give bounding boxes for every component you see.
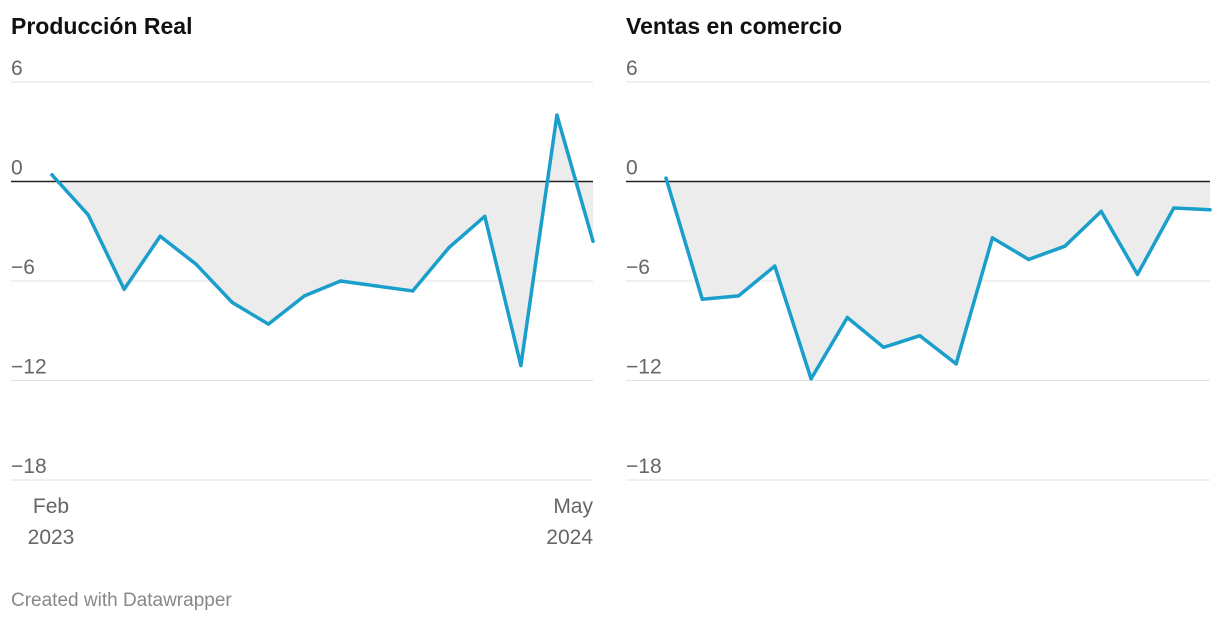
- data-points: [664, 176, 1212, 381]
- y-tick-label: −18: [626, 455, 662, 478]
- data-point-2023-05: [158, 234, 162, 238]
- y-tick-label: 0: [626, 157, 638, 180]
- y-tick-label: −12: [11, 356, 47, 379]
- data-point-2023-11: [990, 236, 995, 240]
- data-point-2023-08: [266, 322, 271, 326]
- data-point-2023-03: [700, 297, 704, 301]
- data-point-2023-07: [845, 315, 850, 320]
- data-point-2024-01: [447, 246, 451, 250]
- y-tick-labels: 6 0 −6 −12 −18: [11, 57, 47, 478]
- panel-produccion-real: Producción Real 6 0 −6 −12 −18 Feb 2023 May 202…: [11, 13, 595, 549]
- data-point-2023-09: [918, 334, 922, 338]
- data-point-2024-03: [1135, 272, 1140, 277]
- data-point-2023-12: [1026, 257, 1031, 262]
- y-gridlines: [11, 81, 593, 481]
- data-point-2024-01: [1063, 244, 1067, 248]
- data-point-2023-02: [664, 176, 668, 180]
- data-point-2023-02: [50, 173, 54, 177]
- x-tick-label-month: Feb: [33, 495, 69, 518]
- data-point-2023-04: [736, 294, 741, 298]
- data-point-2024-05: [591, 239, 595, 243]
- y-tick-label: 6: [11, 57, 23, 80]
- y-tick-label: 0: [11, 157, 23, 180]
- data-point-2023-03: [86, 212, 90, 217]
- series-line: [664, 176, 1212, 381]
- area-fill: [666, 178, 1210, 379]
- data-point-2023-08: [881, 345, 886, 350]
- data-point-2024-02: [1099, 209, 1103, 214]
- data-point-2023-05: [773, 264, 777, 268]
- data-point-2024-02: [483, 214, 487, 219]
- data-point-2023-10: [954, 362, 958, 366]
- data-points: [50, 113, 595, 368]
- data-point-2023-06: [194, 262, 198, 267]
- data-point-2024-05: [1208, 207, 1212, 212]
- data-point-2023-07: [230, 300, 235, 305]
- data-point-2023-04: [122, 287, 126, 291]
- data-point-2023-09: [302, 294, 307, 298]
- footer-credit: Created with Datawrapper: [11, 590, 232, 611]
- data-point-2023-11: [374, 284, 379, 288]
- data-point-2023-12: [410, 289, 415, 293]
- y-tick-label: −18: [11, 455, 47, 478]
- y-tick-label: 6: [626, 57, 638, 80]
- y-tick-label: −12: [626, 356, 662, 379]
- data-point-2024-03: [519, 363, 523, 368]
- y-tick-label: −6: [626, 256, 650, 279]
- panel-title: Producción Real: [11, 13, 192, 39]
- series-line: [50, 113, 595, 368]
- data-point-2023-06: [809, 377, 813, 381]
- data-point-2023-10: [338, 279, 343, 283]
- data-point-2024-04: [555, 113, 559, 117]
- area-fill: [52, 115, 593, 366]
- y-tick-label: −6: [11, 256, 35, 279]
- panel-title: Ventas en comercio: [626, 13, 842, 39]
- panel-ventas-en-comercio: Ventas en comercio 6 0 −6 −12 −18: [626, 13, 1212, 481]
- x-tick-label-year: 2024: [546, 526, 593, 549]
- x-tick-label-month: May: [553, 495, 593, 518]
- x-tick-labels: Feb 2023 May 2024: [28, 495, 594, 549]
- data-point-2024-04: [1172, 206, 1176, 210]
- y-tick-labels: 6 0 −6 −12 −18: [626, 57, 662, 478]
- x-tick-label-year: 2023: [28, 526, 75, 549]
